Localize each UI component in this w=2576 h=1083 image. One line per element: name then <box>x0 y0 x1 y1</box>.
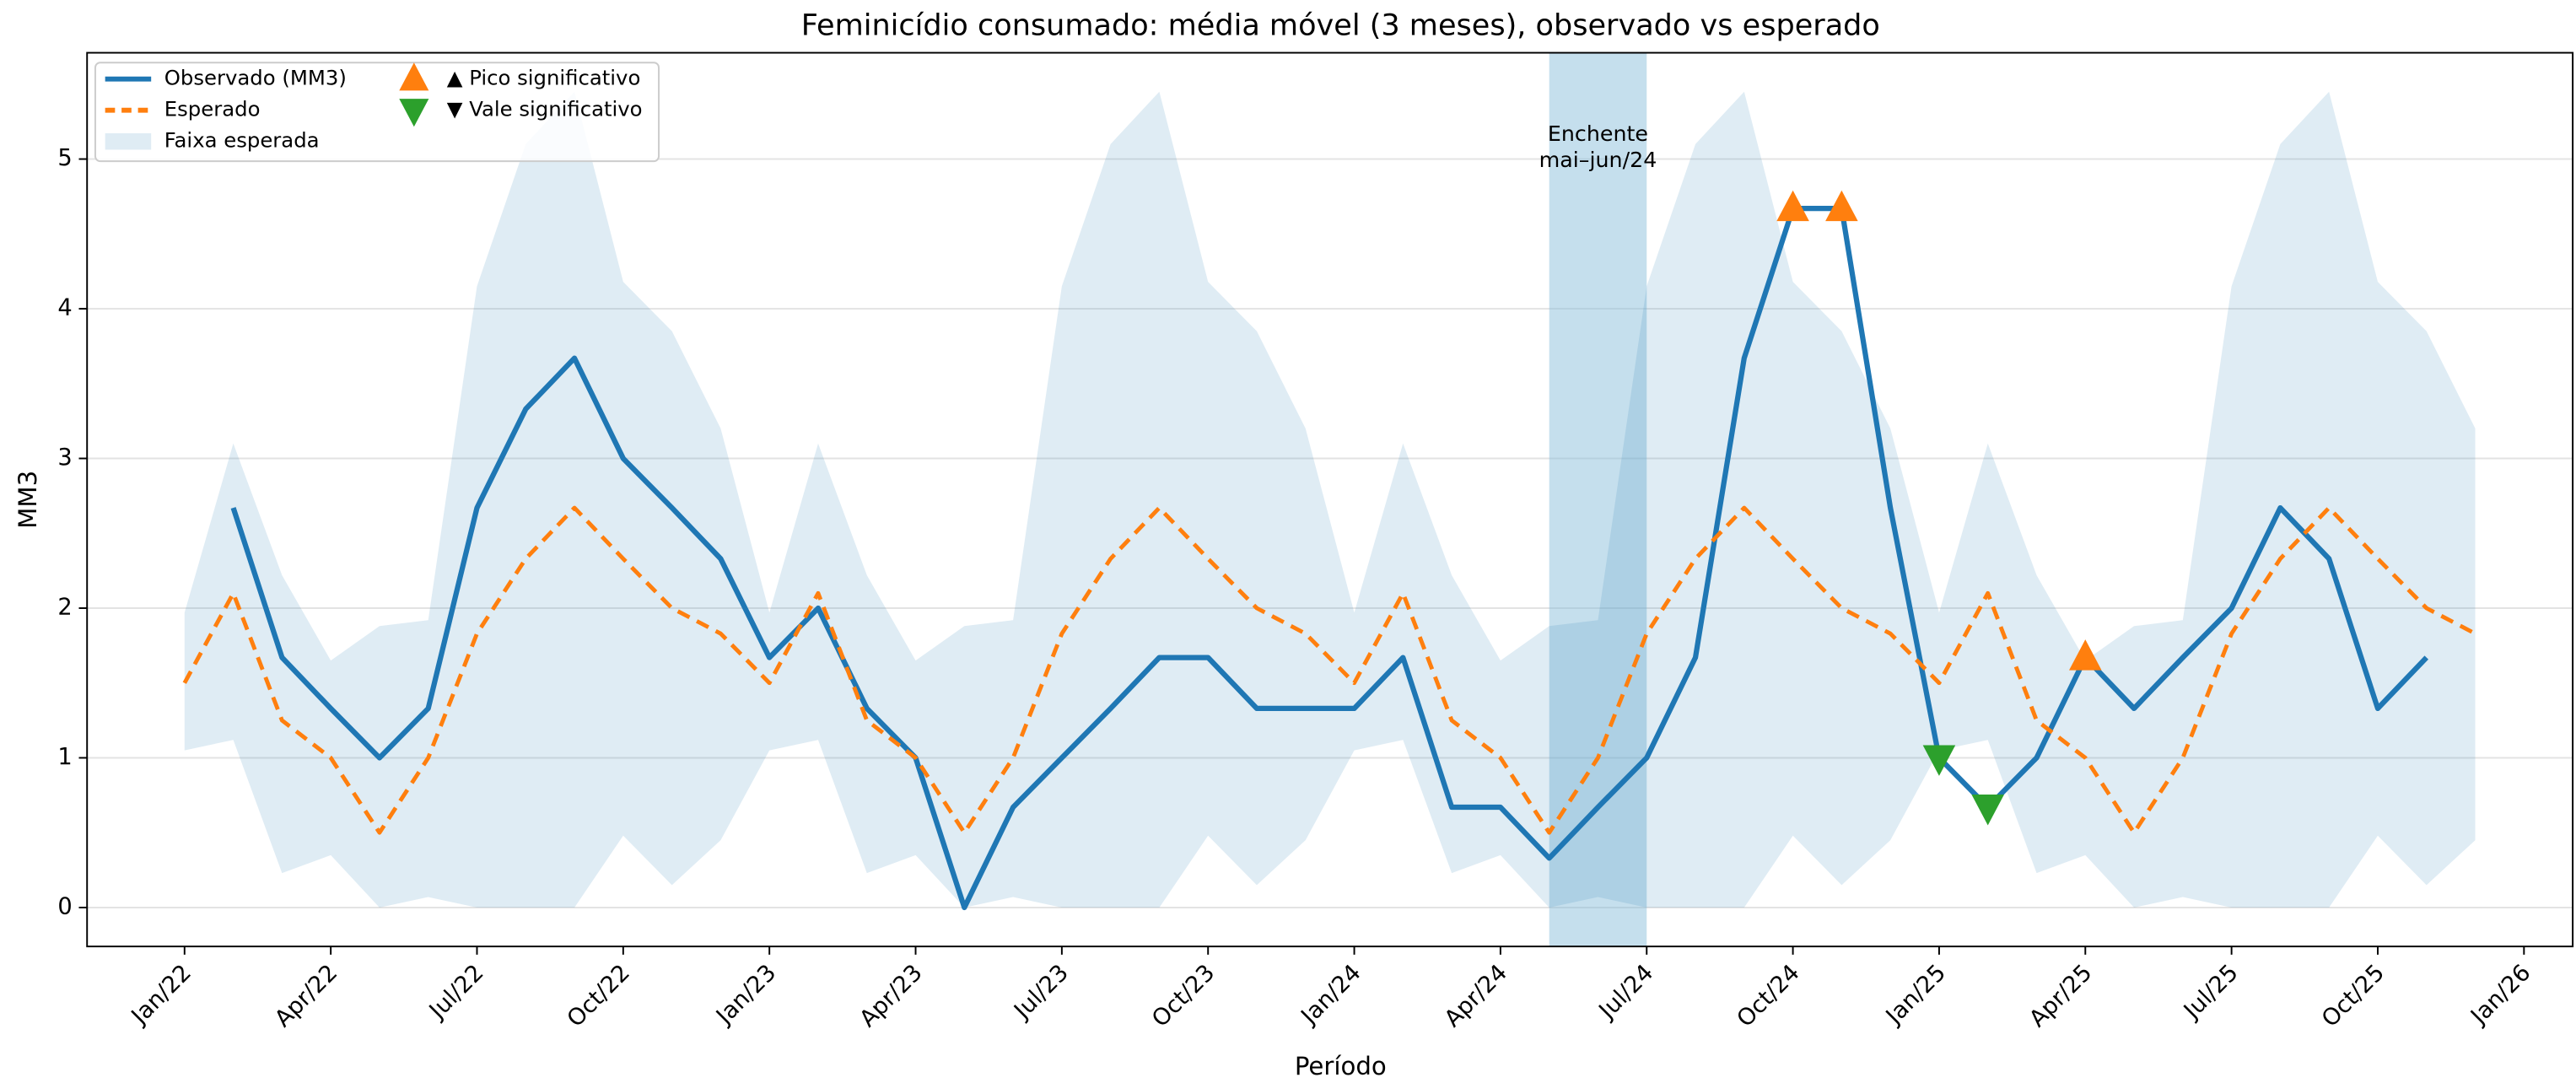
y-tick-label: 0 <box>57 893 72 919</box>
expected-band <box>184 91 2476 908</box>
x-tick-label: Oct/23 <box>1147 960 1220 1032</box>
x-tick-label: Jul/22 <box>423 960 489 1026</box>
x-tick-label: Apr/22 <box>270 960 342 1032</box>
x-tick-label: Jan/26 <box>2465 960 2536 1031</box>
span-label: mai–jun/24 <box>1539 147 1657 172</box>
legend-label: ▼ Vale significativo <box>447 97 643 121</box>
legend-label: Esperado <box>164 97 261 121</box>
chart-title: Feminicídio consumado: média móvel (3 me… <box>801 8 1880 42</box>
x-tick-label: Apr/23 <box>854 960 927 1032</box>
significance-marker <box>1922 745 1956 776</box>
significance-marker <box>1825 190 1858 222</box>
x-axis-label: Período <box>1295 1052 1387 1080</box>
y-tick-label: 2 <box>57 595 72 621</box>
x-tick-label: Jan/22 <box>126 960 197 1031</box>
x-tick-label: Jul/23 <box>1008 960 1074 1026</box>
significance-marker <box>2069 639 2102 671</box>
significance-marker <box>1776 190 1809 222</box>
x-tick-label: Apr/25 <box>2024 960 2097 1032</box>
y-tick-label: 1 <box>57 744 72 770</box>
legend-box <box>94 62 660 163</box>
x-tick-label: Jul/25 <box>2178 960 2244 1026</box>
x-tick-label: Jul/24 <box>1593 960 1659 1026</box>
plot-frame <box>86 51 2574 948</box>
legend-swatch <box>105 132 152 150</box>
legend-swatch <box>399 99 429 127</box>
y-tick-label: 3 <box>57 445 72 471</box>
y-tick-label: 5 <box>57 145 72 171</box>
legend: Observado (MM3) Esperado Faixa esperada ▲ P… <box>94 62 660 163</box>
legend-swatch <box>399 62 429 91</box>
x-tick-label: Jan/25 <box>1880 960 1951 1031</box>
x-tick-label: Jan/24 <box>1296 960 1366 1031</box>
legend-label: Observado (MM3) <box>164 66 347 90</box>
y-axis-label: MM3 <box>13 471 42 529</box>
x-tick-label: Jan/23 <box>710 960 781 1031</box>
x-tick-label: Apr/24 <box>1440 960 1512 1032</box>
series-line <box>230 206 2429 911</box>
x-tick-label: Oct/25 <box>2317 960 2390 1032</box>
legend-label: Faixa esperada <box>164 128 320 153</box>
series-line <box>182 505 2476 835</box>
x-tick-label: Oct/24 <box>1732 960 1804 1032</box>
y-tick-label: 4 <box>57 295 72 321</box>
highlight-span <box>1549 52 1647 947</box>
significance-marker <box>1971 795 2005 826</box>
x-tick-label: Oct/22 <box>563 960 635 1032</box>
span-label: Enchente <box>1548 121 1648 146</box>
legend-label: ▲ Pico significativo <box>447 66 641 90</box>
